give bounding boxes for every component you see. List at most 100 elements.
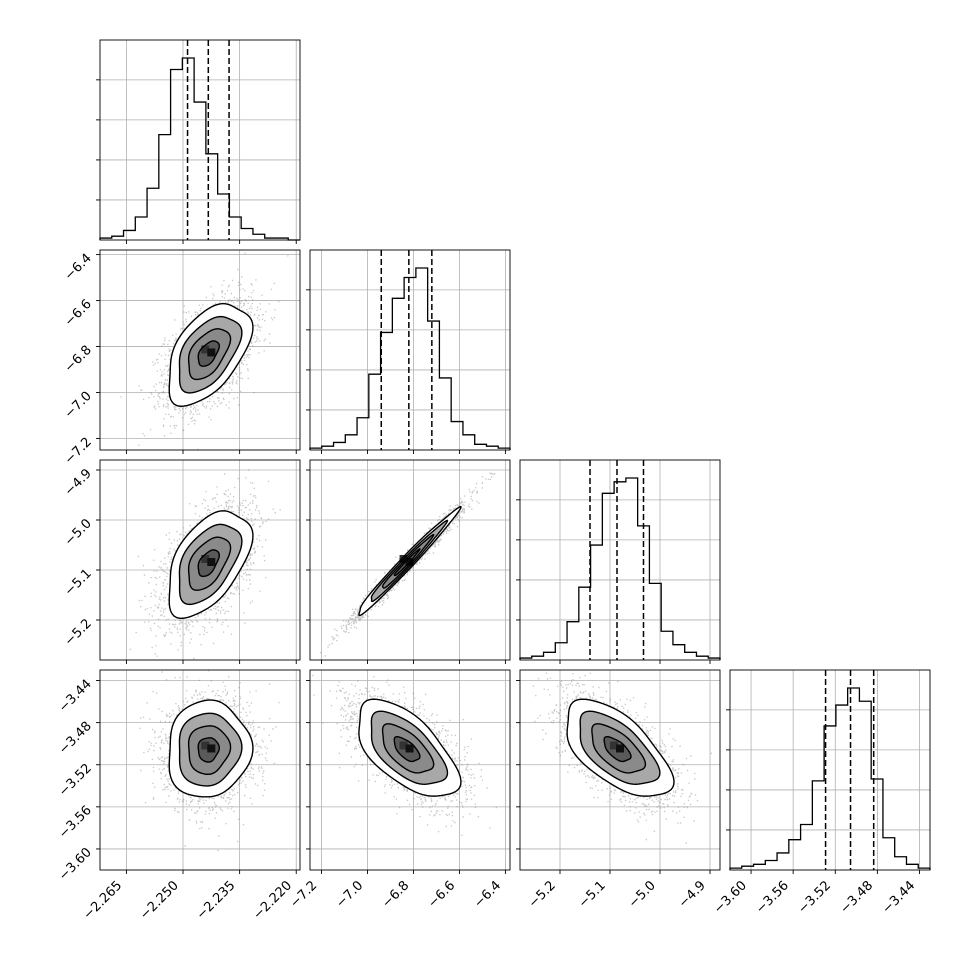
joint-panel-2-3: −5.2 −5.1 −5.0 −4.9 — [516, 669, 721, 911]
x-tick-label: −7.2 — [287, 878, 320, 911]
marginal-panel-2 — [516, 459, 721, 664]
histogram-step — [99, 57, 300, 241]
density-peak-bin — [405, 744, 414, 753]
histogram-step — [309, 267, 511, 450]
y-tick-label: −3.60 — [56, 845, 95, 884]
contour-line — [358, 698, 462, 797]
x-tick-label: −5.2 — [526, 878, 559, 911]
marginal-panel-3: −3.60 −3.56 −3.52 −3.48 −3.44 — [711, 669, 931, 917]
x-tick-label: −3.60 — [711, 878, 750, 917]
x-tick-label: −3.48 — [837, 878, 876, 917]
density-peak-bin — [201, 741, 210, 750]
histogram-step — [519, 477, 721, 660]
panel-border — [99, 249, 301, 451]
contour-line — [168, 699, 254, 798]
joint-panel-1-2 — [306, 459, 511, 664]
contour-line — [197, 737, 220, 763]
contour-line — [178, 523, 243, 606]
density-peak-bin — [610, 741, 618, 750]
panel-background — [310, 250, 510, 450]
y-tick-label: −7.0 — [62, 389, 95, 422]
density-peak-bin — [207, 744, 216, 753]
panel-border — [729, 669, 931, 871]
histogram-step — [729, 687, 931, 870]
x-tick-label: −2.265 — [81, 878, 126, 923]
y-tick-label: −5.2 — [62, 616, 95, 649]
panel-background — [520, 460, 720, 660]
panel-background — [730, 670, 930, 870]
y-tick-label: −6.4 — [62, 251, 95, 284]
contour-line — [178, 315, 243, 394]
sample-points — [532, 672, 712, 844]
contour-line — [197, 340, 220, 367]
joint-panel-1-3: −7.2 −7.0 −6.8 −6.6 −6.4 — [287, 669, 511, 911]
joint-content — [120, 252, 289, 450]
x-tick-label: −3.52 — [795, 878, 834, 917]
joint-content — [139, 670, 280, 852]
y-tick-label: −6.6 — [62, 297, 95, 330]
x-tick-label: −4.9 — [676, 878, 709, 911]
x-tick-label: −6.4 — [471, 878, 504, 911]
x-tick-label: −2.250 — [137, 878, 182, 923]
x-tick-label: −3.44 — [880, 878, 919, 917]
contour-line — [168, 302, 254, 407]
contour-line — [566, 698, 675, 797]
contour-line — [591, 723, 647, 774]
density-peak-bin — [207, 348, 216, 357]
panel-border — [519, 459, 721, 661]
y-tick-label: −5.0 — [62, 516, 95, 549]
contour-line — [187, 328, 232, 381]
x-tick-label: −6.6 — [425, 878, 458, 911]
x-tick-label: −3.56 — [753, 878, 792, 917]
joint-panel-0-2: −5.2 −5.1 −5.0 −4.9 — [62, 459, 301, 664]
x-tick-label: −7.0 — [333, 878, 366, 911]
panel-border — [309, 249, 511, 451]
contour-line — [579, 710, 661, 785]
contour-line — [603, 735, 632, 763]
density-peak-bin — [399, 741, 408, 750]
y-tick-label: −6.8 — [62, 343, 95, 376]
panel-background — [100, 40, 300, 240]
panel-border — [309, 459, 511, 661]
joint-content — [320, 472, 496, 660]
x-tick-label: −5.0 — [626, 878, 659, 911]
x-tick-label: −5.1 — [576, 878, 609, 911]
joint-content — [129, 469, 281, 660]
contour-line — [370, 710, 449, 785]
contour-line — [187, 725, 232, 776]
contour-line — [168, 510, 254, 620]
panel-border — [309, 669, 511, 871]
density-peak-bin — [201, 345, 210, 354]
contour-line — [178, 712, 243, 787]
y-tick-label: −3.56 — [56, 803, 95, 842]
x-tick-label: −6.8 — [379, 878, 412, 911]
contour-line — [393, 735, 421, 763]
density-peak-bin — [207, 558, 216, 566]
contour-line — [358, 505, 462, 617]
panel-border — [99, 39, 301, 241]
y-tick-label: −7.2 — [62, 435, 95, 468]
contour-line — [381, 533, 435, 589]
contour-line — [393, 548, 421, 577]
x-tick-label: −2.235 — [194, 878, 239, 923]
y-tick-label: −3.44 — [56, 677, 95, 716]
sample-points — [312, 674, 497, 836]
joint-content — [312, 674, 497, 836]
contour-line — [381, 723, 435, 774]
contour-line — [187, 536, 232, 591]
density-peak-bin — [201, 555, 210, 563]
contour-line — [197, 549, 220, 578]
panel-border — [519, 669, 721, 871]
joint-content — [532, 672, 712, 844]
marginal-panel-1 — [306, 249, 511, 454]
marginal-panel-0 — [96, 39, 301, 244]
contour-line — [370, 519, 449, 603]
y-tick-label: −4.9 — [62, 466, 95, 499]
panel-border — [99, 459, 301, 661]
y-tick-label: −3.52 — [56, 761, 95, 800]
y-tick-label: −3.48 — [56, 719, 95, 758]
joint-panel-0-3: −2.265 −2.250 −2.235 −2.220−3.60−3.56−3.52−… — [56, 669, 301, 923]
density-peak-bin — [616, 744, 624, 753]
y-tick-label: −5.1 — [62, 566, 95, 599]
